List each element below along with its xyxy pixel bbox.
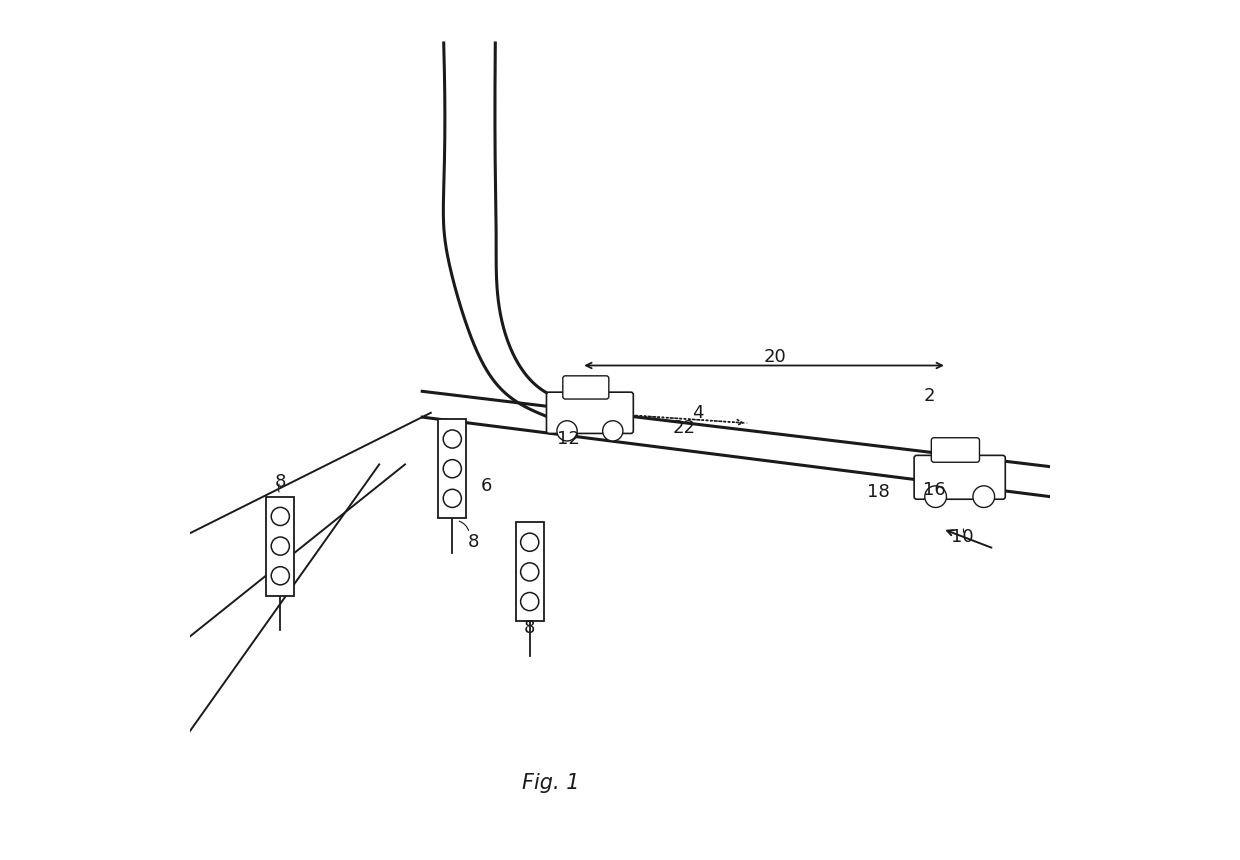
Circle shape [272, 507, 289, 525]
Circle shape [443, 459, 461, 478]
FancyBboxPatch shape [914, 456, 1006, 499]
FancyBboxPatch shape [547, 392, 634, 433]
Circle shape [272, 537, 289, 556]
Circle shape [521, 533, 539, 551]
FancyBboxPatch shape [931, 438, 980, 463]
Bar [438, 419, 466, 518]
Text: 8: 8 [469, 533, 480, 550]
Circle shape [973, 486, 994, 507]
Circle shape [603, 421, 622, 441]
Text: 8: 8 [274, 473, 286, 490]
FancyBboxPatch shape [563, 376, 609, 399]
Circle shape [443, 489, 461, 507]
Text: 20: 20 [764, 348, 786, 366]
Circle shape [521, 562, 539, 581]
Text: 16: 16 [923, 482, 945, 499]
Circle shape [557, 421, 577, 441]
Text: Fig. 1: Fig. 1 [522, 772, 580, 793]
Circle shape [443, 430, 461, 448]
Text: 18: 18 [867, 483, 889, 501]
Circle shape [925, 486, 946, 507]
Text: 22: 22 [673, 420, 696, 437]
Text: 10: 10 [951, 529, 973, 546]
Circle shape [272, 567, 289, 585]
Circle shape [521, 593, 539, 611]
Bar [516, 522, 544, 621]
Text: 4: 4 [692, 404, 703, 421]
Text: 2: 2 [924, 387, 935, 404]
Bar [267, 497, 294, 595]
Text: 12: 12 [557, 430, 580, 447]
Text: 6: 6 [481, 477, 492, 494]
Text: 8: 8 [525, 619, 536, 636]
